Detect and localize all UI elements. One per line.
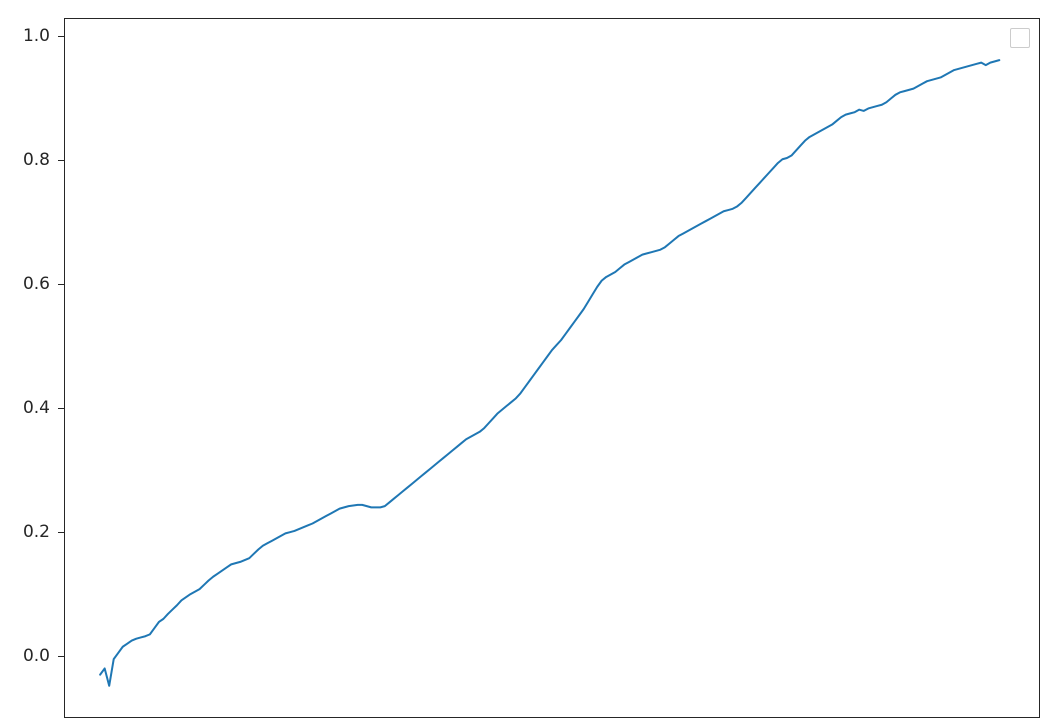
ytick-label: 0.0 bbox=[0, 646, 50, 666]
legend-box bbox=[1010, 28, 1030, 48]
ytick-mark bbox=[58, 36, 64, 37]
ytick-mark bbox=[58, 408, 64, 409]
ytick-label: 0.4 bbox=[0, 398, 50, 418]
figure: 0.0 0.2 0.4 0.6 0.8 1.0 bbox=[0, 0, 1052, 720]
ytick-mark bbox=[58, 160, 64, 161]
ytick-label: 0.6 bbox=[0, 274, 50, 294]
ytick-label: 0.2 bbox=[0, 522, 50, 542]
ytick-label: 0.8 bbox=[0, 150, 50, 170]
plot-area bbox=[64, 18, 1040, 718]
line-series bbox=[100, 60, 999, 686]
line-plot bbox=[64, 18, 1040, 718]
ytick-label: 1.0 bbox=[0, 26, 50, 46]
ytick-mark bbox=[58, 284, 64, 285]
ytick-mark bbox=[58, 656, 64, 657]
ytick-mark bbox=[58, 532, 64, 533]
